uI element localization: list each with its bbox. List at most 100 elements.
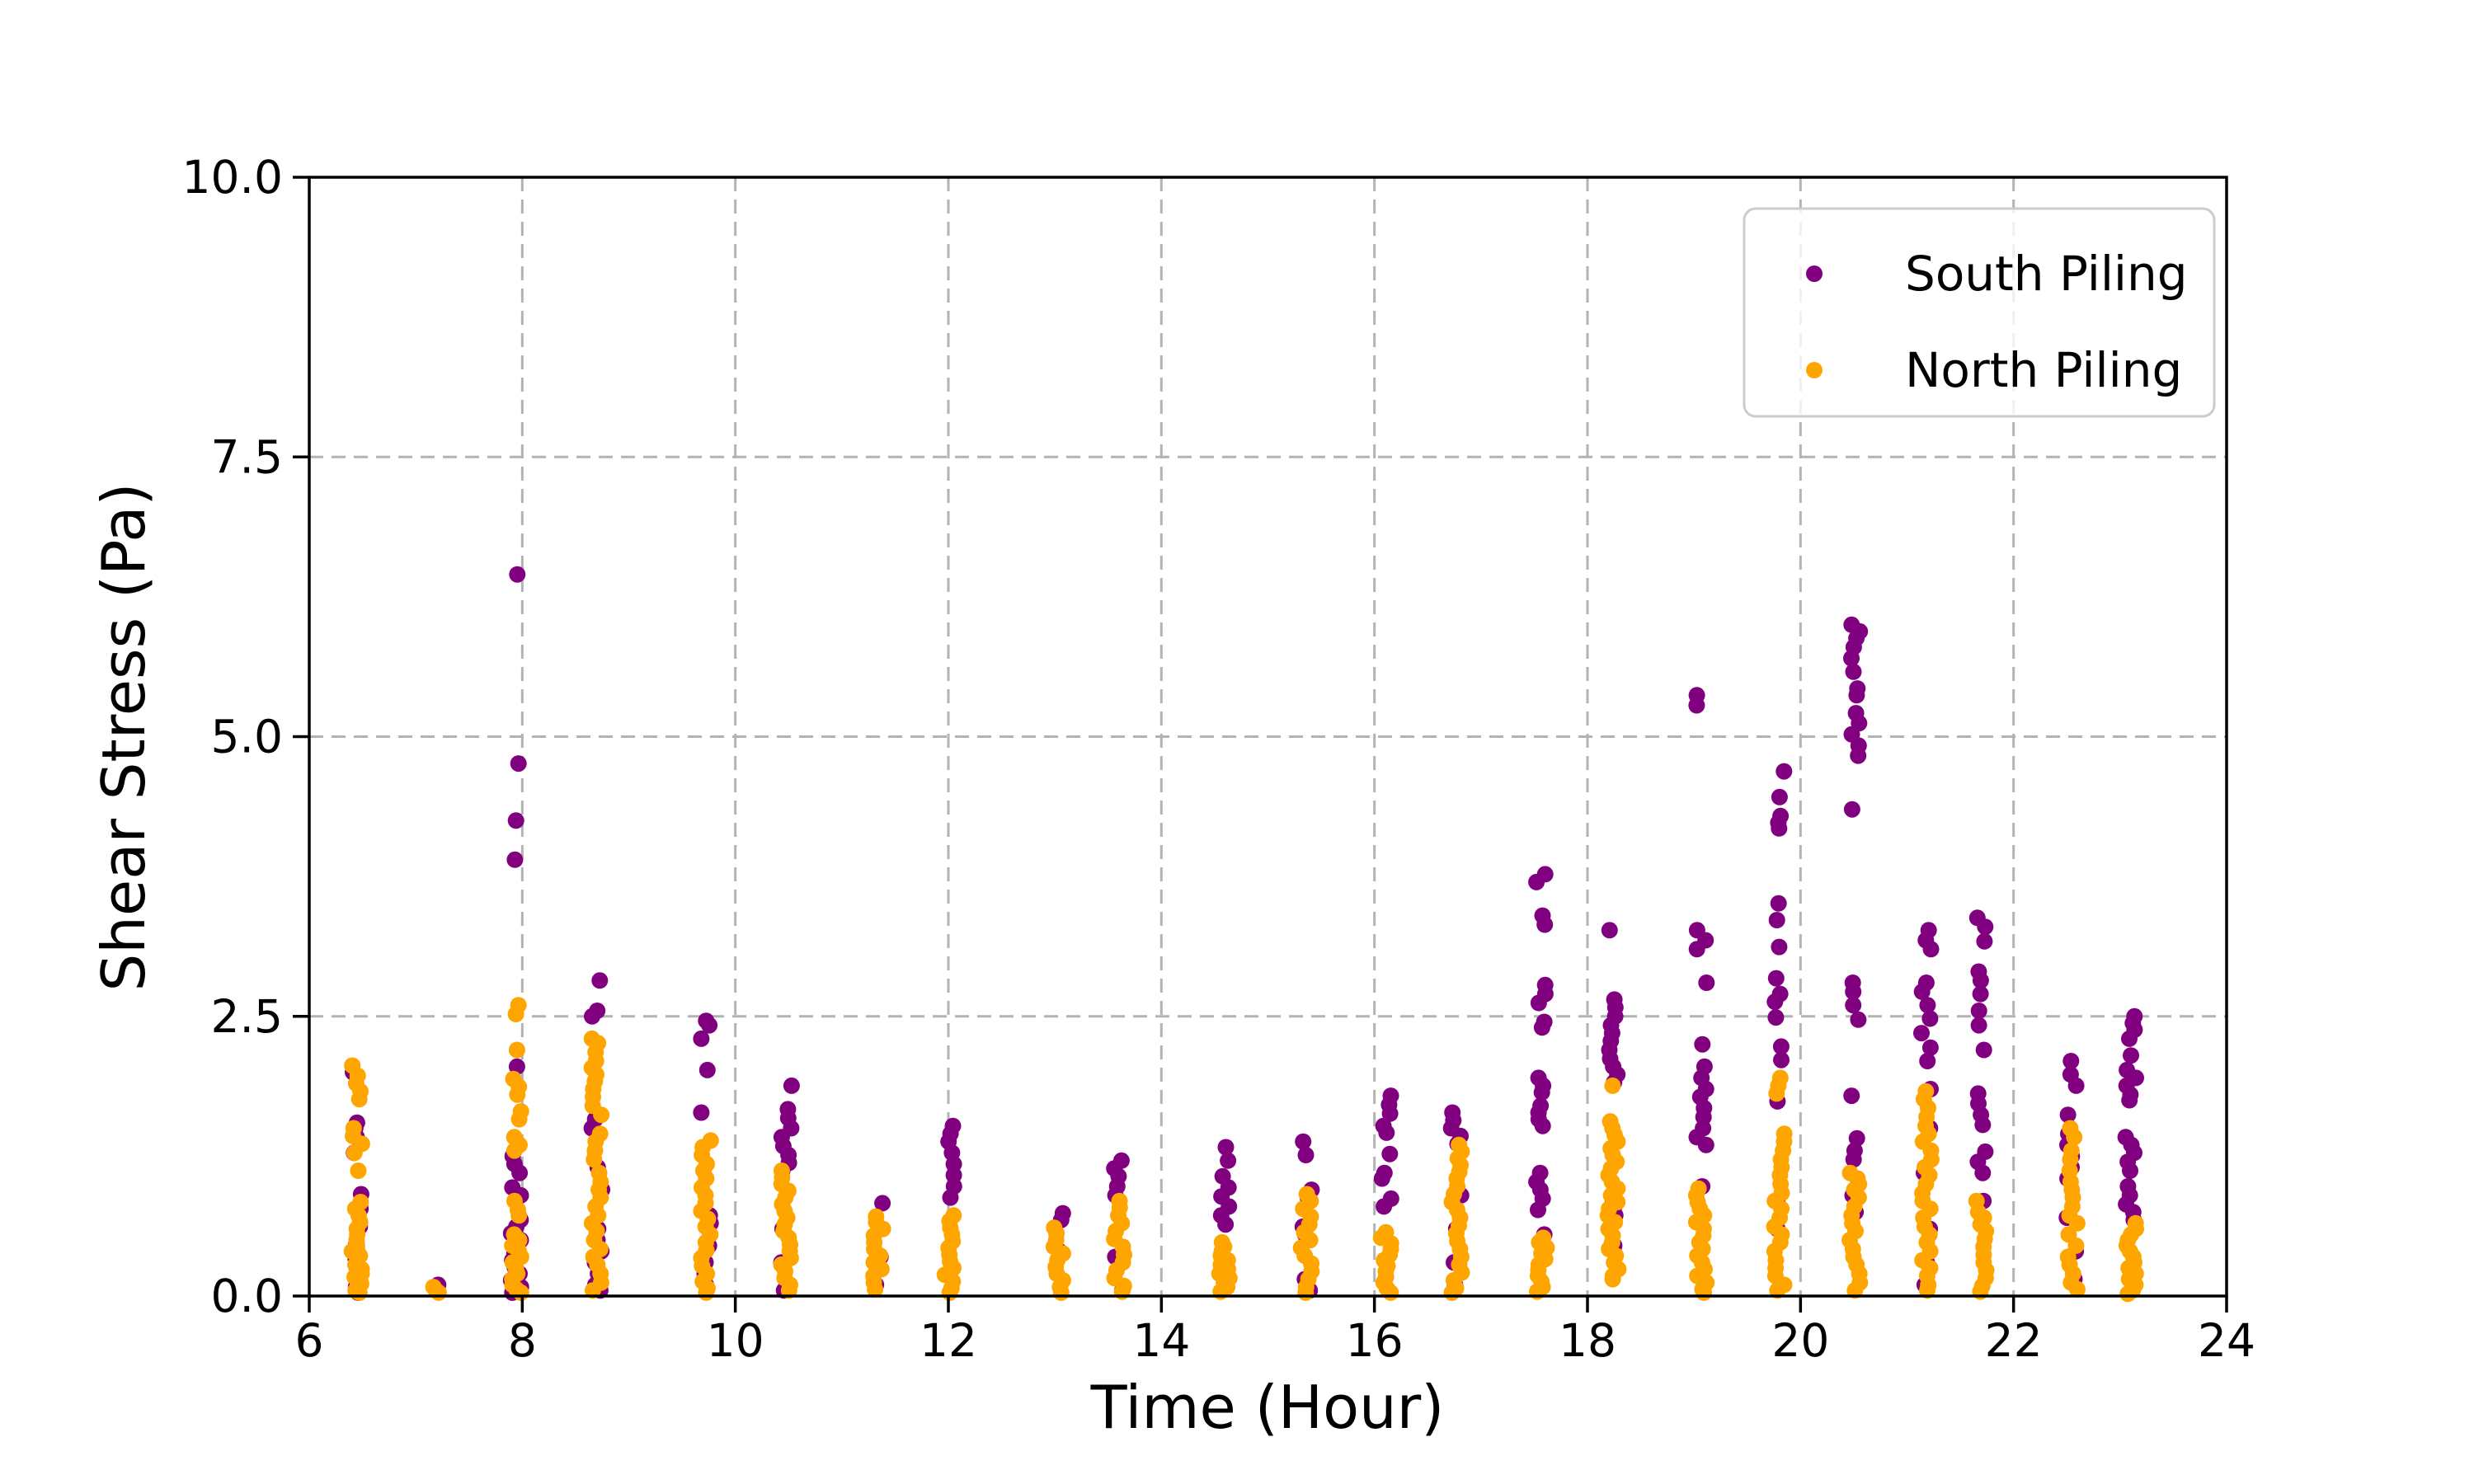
data-point-south-piling	[1848, 1129, 1865, 1147]
data-point-north-piling	[2068, 1214, 2086, 1232]
data-point-north-piling	[1696, 1284, 1713, 1301]
data-point-north-piling	[430, 1284, 447, 1301]
data-point-south-piling	[1850, 1011, 1867, 1028]
data-point-north-piling	[1768, 1085, 1785, 1102]
axis-ticks	[293, 176, 2228, 1313]
data-point-south-piling	[2121, 1030, 2138, 1047]
data-point-south-piling	[1767, 1009, 1785, 1026]
x-axis-label: Time (Hour)	[1090, 1373, 1445, 1442]
x-tick-label: 12	[920, 1314, 977, 1367]
data-point-south-piling	[2067, 1077, 2085, 1094]
y-tick-label: 2.5	[211, 990, 283, 1043]
data-point-south-piling	[584, 1007, 600, 1025]
data-point-north-piling	[2069, 1280, 2086, 1298]
x-tick-label: 22	[1985, 1314, 2043, 1367]
data-point-south-piling	[1845, 983, 1862, 1000]
data-point-south-piling	[2059, 1106, 2077, 1124]
data-point-south-piling	[1771, 819, 1788, 837]
data-point-south-piling	[506, 851, 524, 868]
data-point-south-piling	[1773, 1051, 1790, 1068]
data-point-north-piling	[509, 1086, 526, 1103]
data-point-north-piling	[1846, 1282, 1864, 1299]
data-point-south-piling	[1772, 1038, 1790, 1055]
legend-label-north-piling: North Piling	[1905, 342, 2182, 398]
legend-marker-north-piling	[1806, 362, 1823, 378]
data-point-south-piling	[1850, 747, 1867, 764]
data-point-south-piling	[1534, 1117, 1551, 1134]
data-point-north-piling	[350, 1091, 368, 1108]
x-tick-label: 6	[295, 1314, 324, 1367]
data-point-south-piling	[1974, 1116, 1992, 1134]
x-tick-label: 14	[1132, 1314, 1190, 1367]
data-point-south-piling	[1528, 873, 1545, 890]
data-point-south-piling	[1843, 650, 1860, 667]
data-point-south-piling	[783, 1077, 800, 1094]
data-point-north-piling	[508, 1041, 525, 1059]
data-point-south-piling	[1771, 938, 1788, 956]
scatter-points	[343, 566, 2144, 1303]
data-point-south-piling	[1771, 788, 1788, 805]
data-point-south-piling	[1972, 985, 1989, 1003]
data-point-south-piling	[1768, 912, 1785, 928]
data-point-south-piling	[1217, 1139, 1235, 1156]
data-point-south-piling	[1845, 1151, 1862, 1168]
data-point-south-piling	[1974, 1164, 1992, 1181]
data-point-south-piling	[1919, 1053, 1936, 1069]
data-point-south-piling	[1688, 941, 1705, 958]
data-point-south-piling	[510, 755, 527, 773]
data-point-south-piling	[1848, 687, 1865, 704]
legend: South Piling North Piling	[1743, 207, 2216, 418]
data-point-south-piling	[1972, 972, 1989, 989]
data-point-south-piling	[1373, 1170, 1390, 1187]
x-tick-label: 20	[1771, 1314, 1829, 1367]
data-point-south-piling	[511, 1164, 529, 1181]
data-point-south-piling	[1766, 993, 1784, 1011]
data-point-south-piling	[698, 1061, 716, 1078]
x-tick-label: 18	[1559, 1314, 1616, 1367]
data-point-south-piling	[1530, 994, 1547, 1012]
x-tick-label: 10	[707, 1314, 764, 1367]
data-point-north-piling	[867, 1280, 884, 1298]
data-point-south-piling	[1921, 1039, 1939, 1056]
x-tick-label: 8	[508, 1314, 537, 1367]
data-point-north-piling	[1604, 1270, 1621, 1288]
data-point-north-piling	[506, 1142, 523, 1159]
data-point-south-piling	[1217, 1216, 1235, 1233]
data-point-south-piling	[1776, 763, 1793, 780]
axis-tick-labels: 6 8 10 12 14 16 18 20 22 24 0.0 2.5 5.0 7.5 10.0	[182, 151, 2255, 1367]
y-tick-label: 10.0	[182, 151, 283, 204]
data-point-south-piling	[1688, 697, 1705, 714]
data-point-north-piling	[1297, 1284, 1315, 1301]
legend-label-south-piling: South Piling	[1905, 246, 2188, 302]
data-point-south-piling	[1698, 974, 1715, 991]
data-point-south-piling	[509, 566, 526, 583]
data-point-south-piling	[2122, 1162, 2138, 1179]
data-point-south-piling	[1975, 1041, 1992, 1059]
data-point-north-piling	[584, 1282, 601, 1299]
data-point-south-piling	[942, 1189, 959, 1206]
data-point-north-piling	[1382, 1284, 1399, 1301]
legend-box	[1743, 207, 2216, 418]
data-point-north-piling	[350, 1284, 368, 1301]
data-point-south-piling	[2121, 1092, 2138, 1109]
data-point-south-piling	[701, 1017, 718, 1034]
data-point-south-piling	[1297, 1147, 1315, 1163]
data-point-north-piling	[1769, 1282, 1786, 1299]
data-point-south-piling	[1845, 663, 1862, 680]
data-point-south-piling	[1697, 1136, 1714, 1153]
data-point-south-piling	[1533, 1019, 1550, 1036]
data-point-south-piling	[1767, 970, 1785, 987]
data-point-south-piling	[1977, 918, 1994, 936]
y-tick-label: 5.0	[211, 711, 283, 763]
data-point-south-piling	[1533, 1084, 1550, 1101]
data-point-south-piling	[507, 812, 524, 829]
data-point-north-piling	[510, 1207, 528, 1224]
data-point-south-piling	[1381, 1105, 1399, 1122]
data-point-south-piling	[1376, 1198, 1393, 1215]
data-point-south-piling	[1845, 997, 1862, 1014]
data-point-north-piling	[780, 1282, 797, 1299]
data-point-south-piling	[1530, 1201, 1546, 1219]
data-point-south-piling	[874, 1195, 891, 1212]
